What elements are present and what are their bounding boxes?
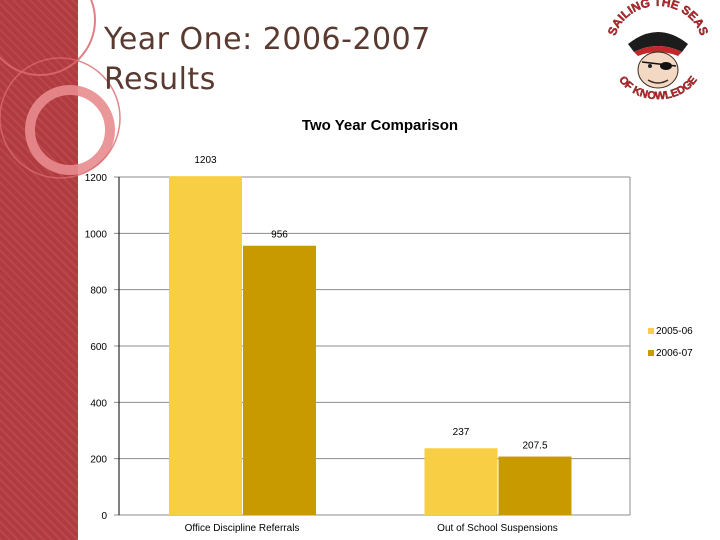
bar-2-2	[498, 456, 572, 515]
data-label: 1203	[194, 155, 217, 166]
y-tick-label: 1200	[85, 173, 108, 184]
data-label: 207.5	[522, 441, 547, 452]
bar-1-2	[424, 448, 498, 515]
y-tick-label: 600	[90, 342, 107, 353]
decorative-circles	[0, 0, 121, 179]
legend-item-series-2: 2006-07	[648, 342, 693, 364]
y-tick-label: 0	[101, 511, 107, 522]
legend-swatch-series-2	[648, 350, 654, 356]
legend-label-series-1: 2005-06	[656, 325, 693, 337]
slide-title-line1: Year One: 2006-2007	[104, 22, 431, 57]
y-tick-label: 200	[90, 455, 107, 466]
x-category-label: Office Discipline Referrals	[185, 523, 300, 534]
pirate-logo: SAILING THE SEAS OF KNOWLEDGE	[606, 0, 710, 103]
slide-title-line2: Results	[104, 62, 216, 97]
chart-title: Two Year Comparison	[301, 117, 459, 134]
legend-item-series-1: 2005-06	[648, 320, 693, 342]
slide-title: Year One: 2006-2007 Results	[104, 20, 524, 100]
data-label: 237	[453, 427, 470, 438]
y-tick-label: 400	[90, 398, 107, 409]
bar-2-1	[243, 245, 316, 515]
data-label: 956	[271, 230, 288, 241]
legend-label-series-2: 2006-07	[656, 347, 693, 359]
x-category-label: Out of School Suspensions	[437, 523, 558, 534]
chart-legend: 2005-06 2006-07	[648, 320, 693, 364]
legend-swatch-series-1	[648, 328, 654, 334]
bar-1-1	[169, 176, 242, 515]
y-tick-label: 1000	[85, 229, 108, 240]
y-tick-label: 800	[90, 286, 107, 297]
